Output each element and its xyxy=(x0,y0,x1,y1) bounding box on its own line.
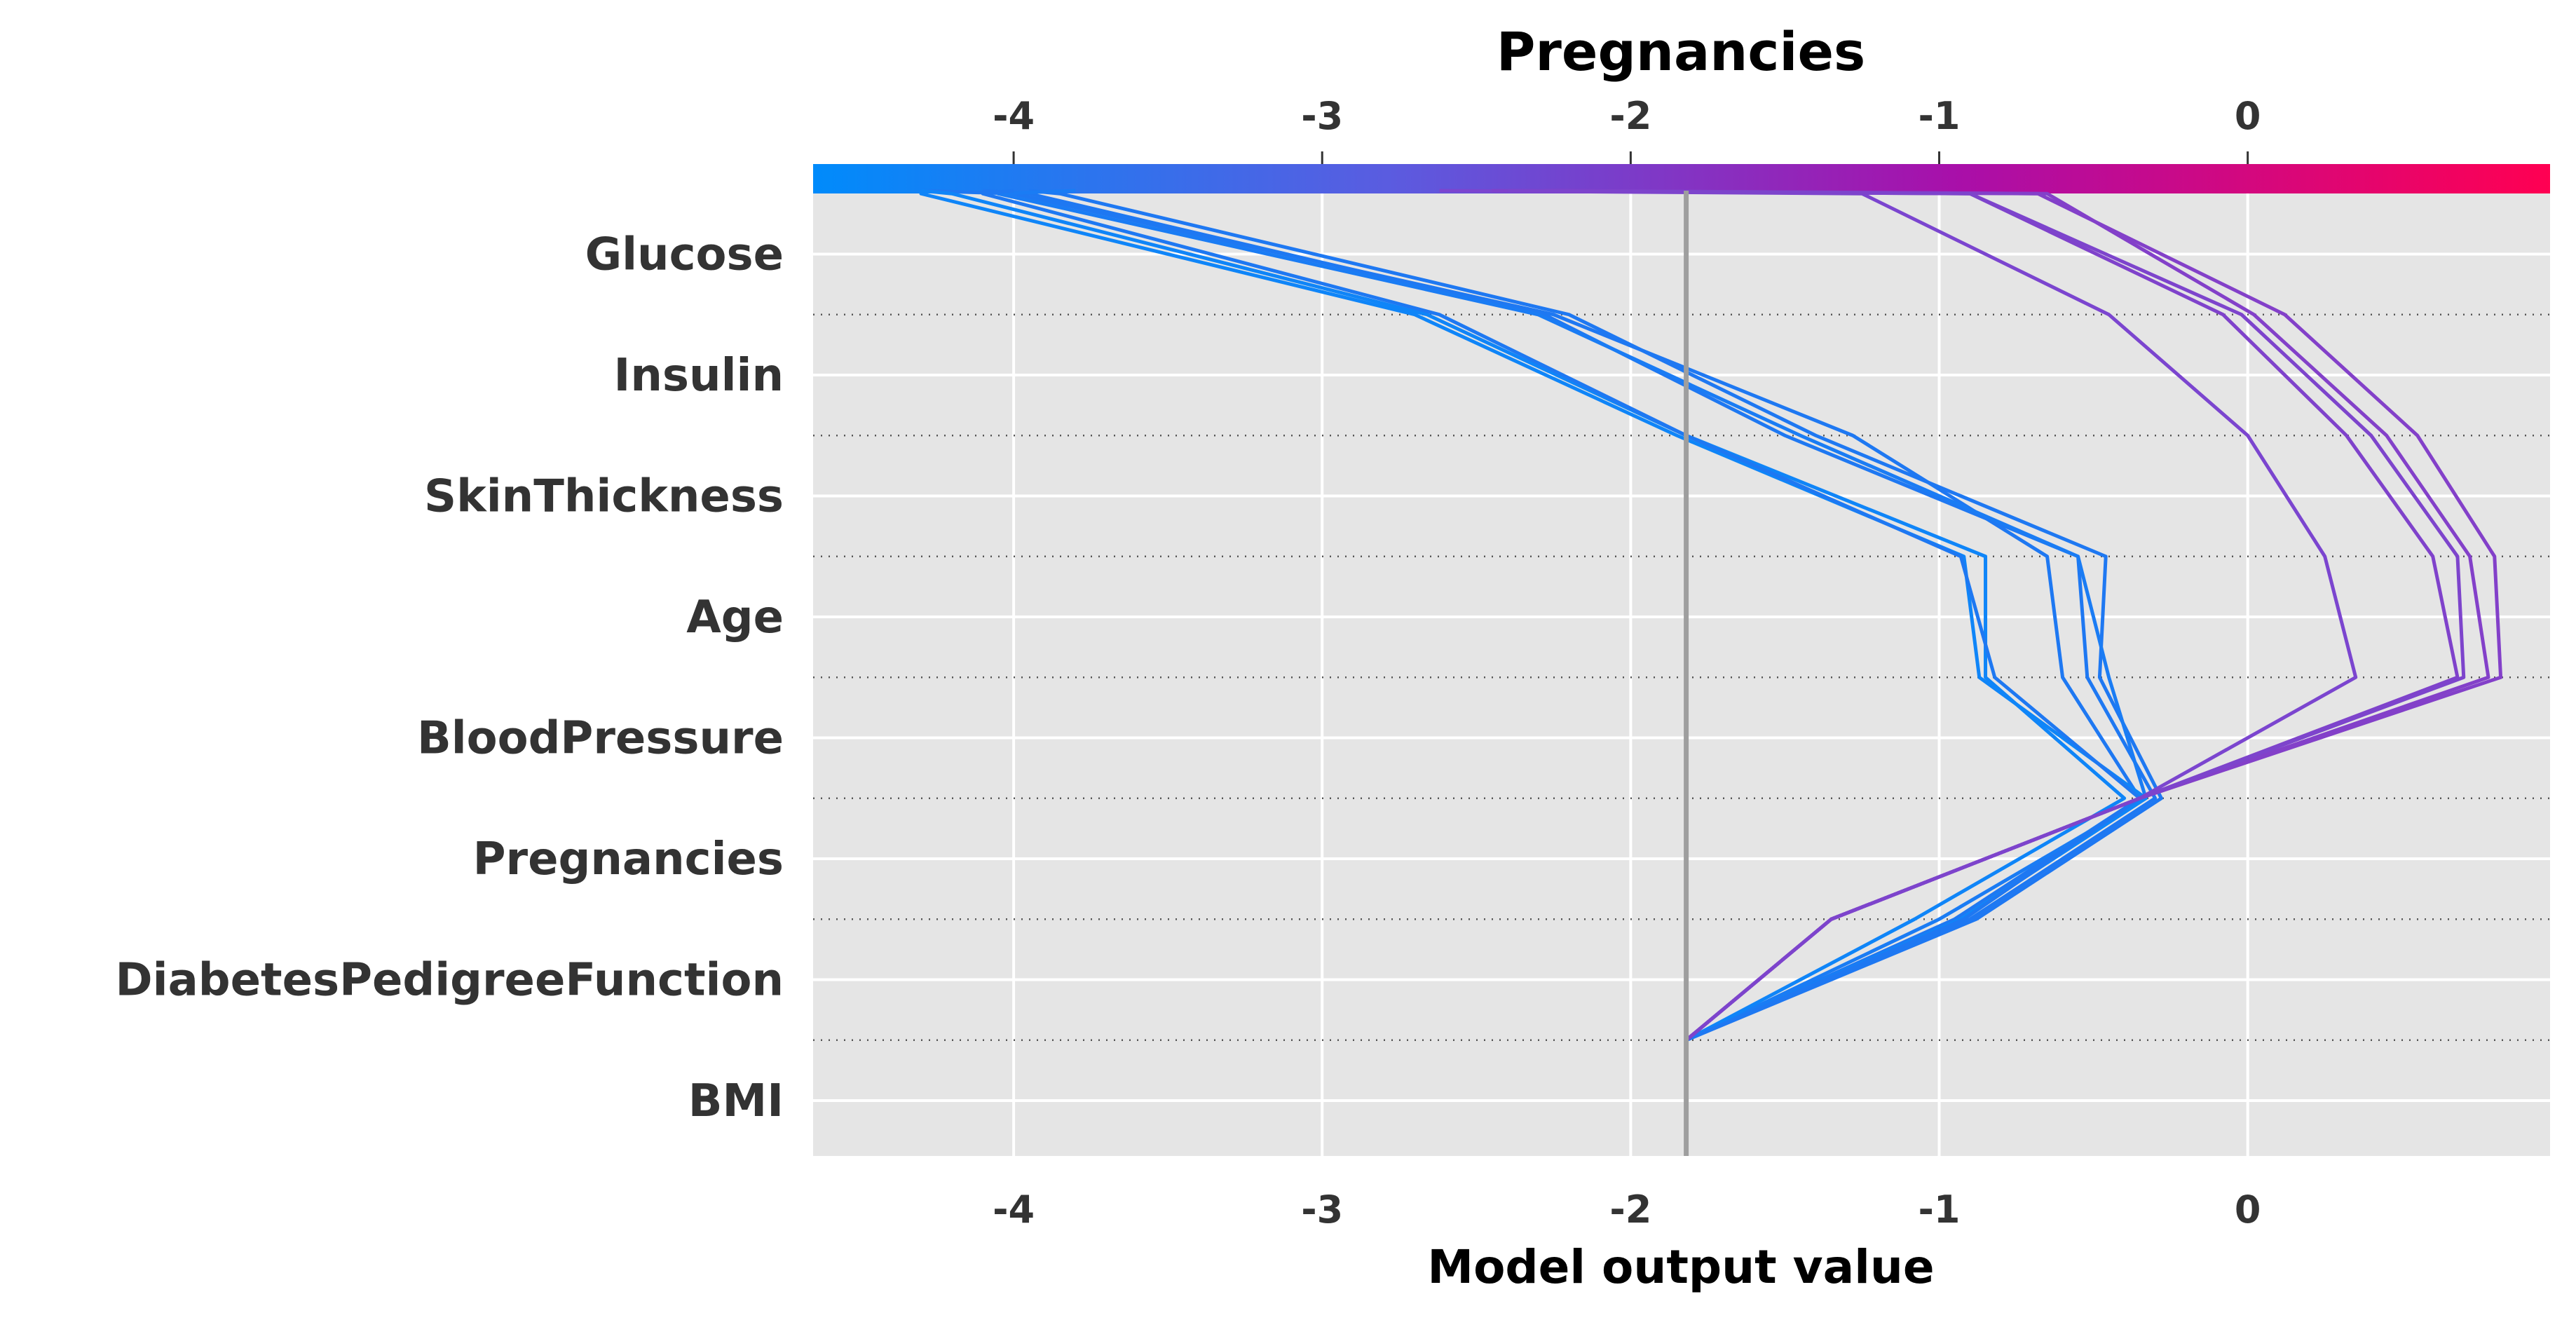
colorbar xyxy=(813,164,2550,193)
horizontal-gridlines xyxy=(813,252,2550,1102)
colorbar-title: Pregnancies xyxy=(1497,20,1866,83)
plot-background xyxy=(813,191,2550,1156)
series-line xyxy=(1507,189,2466,1156)
feature-label: DiabetesPedigreeFunction xyxy=(116,955,784,1007)
x-tick-label: -4 xyxy=(993,1188,1035,1232)
x-tick-labels: -4 -3 -2 -1 0 xyxy=(993,1188,2261,1232)
feature-label: Glucose xyxy=(585,229,784,281)
vertical-gridlines xyxy=(1012,191,2249,1156)
feature-label: Pregnancies xyxy=(473,833,784,885)
x-axis-label: Model output value xyxy=(1427,1240,1934,1294)
top-tick-label: -3 xyxy=(1301,94,1343,138)
series-line xyxy=(996,189,2148,1156)
series-line xyxy=(920,189,2127,1156)
x-tick-label: -2 xyxy=(1609,1188,1651,1232)
feature-labels: BMI DiabetesPedigreeFunction Pregnancies Bl… xyxy=(116,229,784,1128)
feature-label: BloodPressure xyxy=(417,713,784,765)
feature-label: Insulin xyxy=(614,350,784,402)
top-tick-label: 0 xyxy=(2235,94,2261,138)
top-tick-label: -1 xyxy=(1919,94,1961,138)
top-tick-labels: -4 -3 -2 -1 0 xyxy=(993,94,2261,164)
x-tick-label: -1 xyxy=(1919,1188,1961,1232)
top-tick-label: -4 xyxy=(993,94,1035,138)
feature-label: SkinThickness xyxy=(424,471,784,523)
x-tick-label: -3 xyxy=(1301,1188,1343,1232)
series-line xyxy=(1028,189,2163,1156)
series-lines xyxy=(919,189,2503,1156)
top-tick-label: -2 xyxy=(1609,94,1651,138)
series-line xyxy=(981,189,2142,1156)
feature-label: Age xyxy=(686,592,784,644)
x-tick-label: 0 xyxy=(2235,1188,2261,1232)
feature-label: BMI xyxy=(688,1075,784,1127)
